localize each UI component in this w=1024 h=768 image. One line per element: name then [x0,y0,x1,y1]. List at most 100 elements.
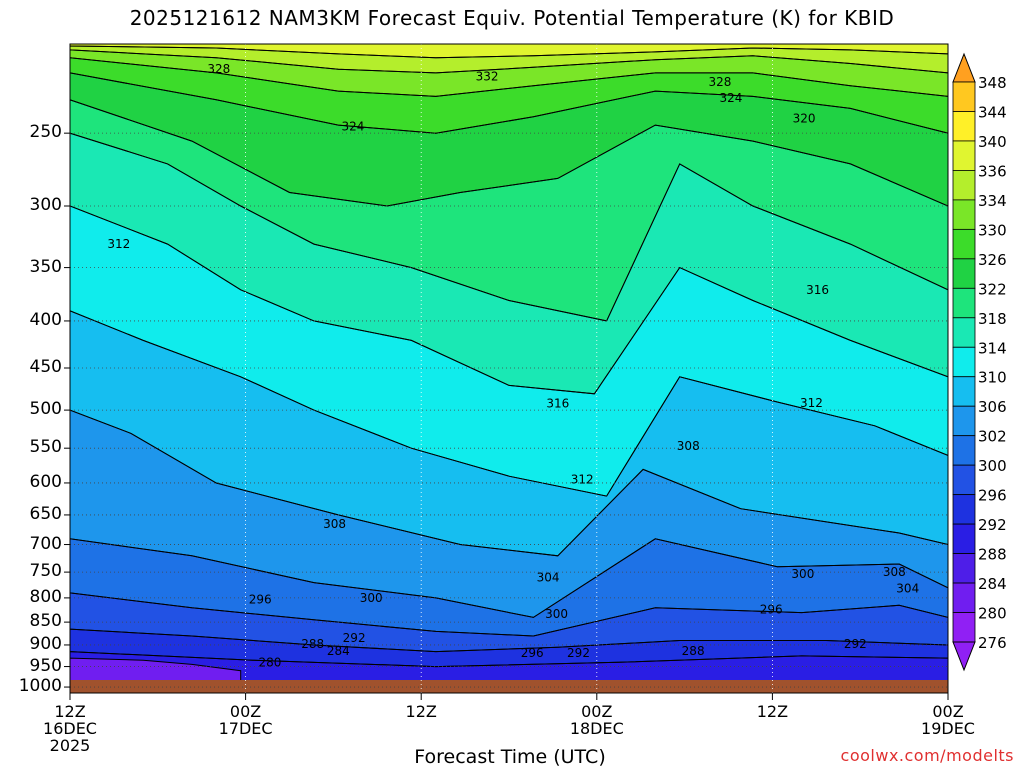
colorbar-swatch-11 [952,405,976,437]
y-tick-label: 1000 [18,676,62,697]
contour-region-8 [70,133,948,394]
contour-label-22: 288 [301,637,324,651]
contour-label-21: 292 [343,631,366,645]
contour-label-10: 308 [677,439,700,453]
colorbar-swatch-2 [952,140,976,171]
colorbar-swatch-6 [952,258,976,289]
x-tick-label: 00Z 18DEC [552,703,642,754]
contour-label-27: 288 [682,644,705,658]
contour-label-26: 292 [567,646,590,660]
contour-region-9 [70,99,948,321]
colorbar-swatch-10 [952,376,976,407]
credit-link[interactable]: coolwx.com/modelts [840,746,1014,765]
contour-lines [70,44,948,687]
contour-fill-regions [70,44,948,687]
contour-region-12 [70,49,948,97]
contour-label-18: 300 [360,591,383,605]
chart-title: 2025121612 NAM3KM Forecast Equiv. Potent… [129,6,895,30]
colorbar-label-6: 326 [978,251,1007,269]
y-tick-label: 400 [29,309,62,330]
colorbar-swatch-16 [952,553,976,584]
contour-label-14: 300 [791,567,814,581]
x-tick-year [727,737,817,754]
x-tick-date: 19DEC [921,719,975,738]
x-tick-time: 12Z [54,702,86,721]
grid-lines [70,44,948,693]
x-tick-date [727,720,817,737]
contour-label-15: 308 [883,565,906,579]
colorbar-swatch-9 [952,346,976,378]
y-tick-label: 300 [29,195,62,215]
y-tick-label: 650 [29,503,62,524]
colorbar-swatch-14 [952,494,976,525]
contour-labels: 328 332 328 324 324 320 312 316 316 312 308 312 308 3… [107,62,919,669]
contour-region-14 [70,44,948,58]
x-axis-title: Forecast Time (UTC) [414,746,606,768]
colorbar-label-9: 314 [978,339,1007,357]
y-tick-label: 850 [29,611,62,632]
contour-region-0 [70,651,948,687]
contour-label-7: 316 [806,283,829,297]
x-tick-date: 16DEC [43,719,97,738]
colorbar-label-7: 322 [978,280,1007,298]
colorbar-swatch-7 [952,287,976,319]
contour-label-25: 296 [521,646,544,660]
y-tick-label: 750 [29,561,62,582]
colorbar-label-5: 330 [978,221,1007,239]
x-tick-time: 00Z [581,702,613,721]
colorbar-swatch-1 [952,111,976,142]
y-tick-label: 350 [29,256,62,277]
colorbar-label-10: 310 [978,369,1007,387]
contour-region-6 [70,310,948,556]
x-axis-ticks [69,693,949,700]
contour-region-2 [70,629,948,667]
contour-region-5 [70,410,948,618]
contour-label-8: 316 [546,397,569,411]
x-tick-date [376,720,466,737]
colorbar-label-13: 300 [978,457,1007,475]
colorbar-swatch-3 [952,170,976,201]
contour-label-0: 328 [207,62,230,76]
colorbar: 348 344 340 336 334 330 326 322 318 314 310 306 302 3… [952,52,1007,672]
ground-strip [70,680,948,693]
x-tick-label: 00Z 17DEC [201,703,291,754]
contour-region-10 [70,72,948,207]
colorbar-label-18: 280 [978,605,1007,623]
y-tick-label: 250 [29,122,62,143]
x-tick-label: 12Z [727,703,817,754]
colorbar-label-8: 318 [978,310,1007,328]
x-tick-time: 00Z [932,702,964,721]
y-tick-label: 500 [29,399,62,420]
colorbar-swatch-4 [952,199,976,230]
y-tick-label: 800 [29,586,62,607]
x-tick-year [201,737,291,754]
colorbar-label-15: 292 [978,516,1007,534]
colorbar-label-14: 296 [978,487,1007,505]
contour-region-7 [70,206,948,497]
y-tick-label: 700 [29,533,62,554]
contour-label-1: 332 [476,70,499,84]
y-tick-label: 600 [29,471,62,492]
colorbar-swatch-17 [952,582,976,613]
y-tick-label: 950 [29,655,62,676]
colorbar-top-arrow [952,52,976,83]
contour-line-14 [70,44,948,59]
colorbar-label-16: 288 [978,546,1007,564]
contour-label-13: 304 [537,570,560,584]
x-tick-date: 17DEC [218,719,273,738]
contour-region-4 [70,538,948,636]
contour-label-3: 324 [719,91,742,105]
x-tick-label: 12Z 16DEC 2025 [25,703,115,754]
colorbar-label-11: 306 [978,398,1007,416]
colorbar-label-3: 336 [978,162,1007,180]
colorbar-label-4: 334 [978,192,1007,210]
colorbar-swatch-13 [952,464,976,496]
contour-label-12: 308 [323,517,346,531]
contour-label-6: 312 [107,237,130,251]
contour-label-28: 280 [259,655,282,669]
contour-region-13 [70,46,948,73]
colorbar-label-0: 348 [978,74,1007,92]
contour-label-9: 312 [800,396,823,410]
colorbar-swatch-0 [952,81,976,112]
